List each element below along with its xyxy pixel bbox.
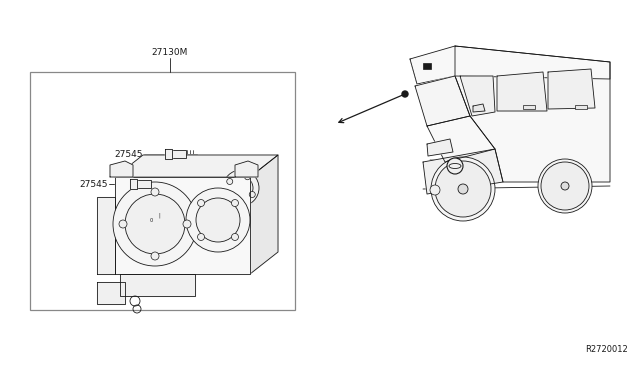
- Circle shape: [458, 184, 468, 194]
- Polygon shape: [97, 282, 125, 304]
- Polygon shape: [460, 76, 495, 116]
- Circle shape: [186, 188, 250, 252]
- Polygon shape: [410, 46, 610, 84]
- Circle shape: [198, 234, 205, 240]
- Circle shape: [431, 157, 495, 221]
- Polygon shape: [120, 274, 195, 296]
- Circle shape: [198, 199, 205, 206]
- Circle shape: [183, 220, 191, 228]
- Text: 27545: 27545: [79, 180, 108, 189]
- Bar: [137, 180, 151, 188]
- Circle shape: [561, 182, 569, 190]
- Circle shape: [125, 194, 185, 254]
- Circle shape: [244, 174, 250, 180]
- Circle shape: [538, 159, 592, 213]
- Circle shape: [227, 179, 233, 185]
- Polygon shape: [115, 177, 250, 274]
- Polygon shape: [250, 155, 278, 274]
- Circle shape: [232, 234, 239, 240]
- Polygon shape: [115, 155, 278, 177]
- Polygon shape: [473, 104, 485, 112]
- Circle shape: [151, 252, 159, 260]
- Circle shape: [541, 162, 589, 210]
- Circle shape: [447, 158, 463, 174]
- Polygon shape: [110, 161, 133, 177]
- Text: |: |: [158, 212, 160, 218]
- Polygon shape: [235, 161, 258, 177]
- Text: R2720012: R2720012: [585, 345, 628, 354]
- Circle shape: [151, 188, 159, 196]
- Circle shape: [229, 176, 253, 200]
- Circle shape: [119, 220, 127, 228]
- Polygon shape: [455, 46, 610, 182]
- Polygon shape: [427, 139, 453, 156]
- Text: 27545: 27545: [115, 150, 143, 158]
- Bar: [575, 105, 587, 109]
- Bar: [423, 63, 431, 69]
- Polygon shape: [165, 149, 172, 159]
- Polygon shape: [548, 69, 595, 109]
- Circle shape: [430, 185, 440, 195]
- Circle shape: [232, 196, 237, 202]
- Text: 0: 0: [149, 218, 152, 223]
- Text: 27130M: 27130M: [152, 48, 188, 57]
- Circle shape: [113, 182, 197, 266]
- Polygon shape: [130, 179, 137, 189]
- Circle shape: [223, 170, 259, 206]
- Polygon shape: [497, 72, 547, 111]
- Polygon shape: [427, 116, 495, 162]
- Circle shape: [232, 199, 239, 206]
- Bar: [30, 72, 295, 310]
- Polygon shape: [97, 197, 115, 274]
- Polygon shape: [423, 149, 503, 194]
- Bar: [172, 150, 186, 158]
- Circle shape: [402, 91, 408, 97]
- Bar: [523, 105, 535, 109]
- Circle shape: [196, 198, 240, 242]
- Circle shape: [435, 161, 491, 217]
- Circle shape: [249, 192, 255, 198]
- Polygon shape: [415, 76, 470, 126]
